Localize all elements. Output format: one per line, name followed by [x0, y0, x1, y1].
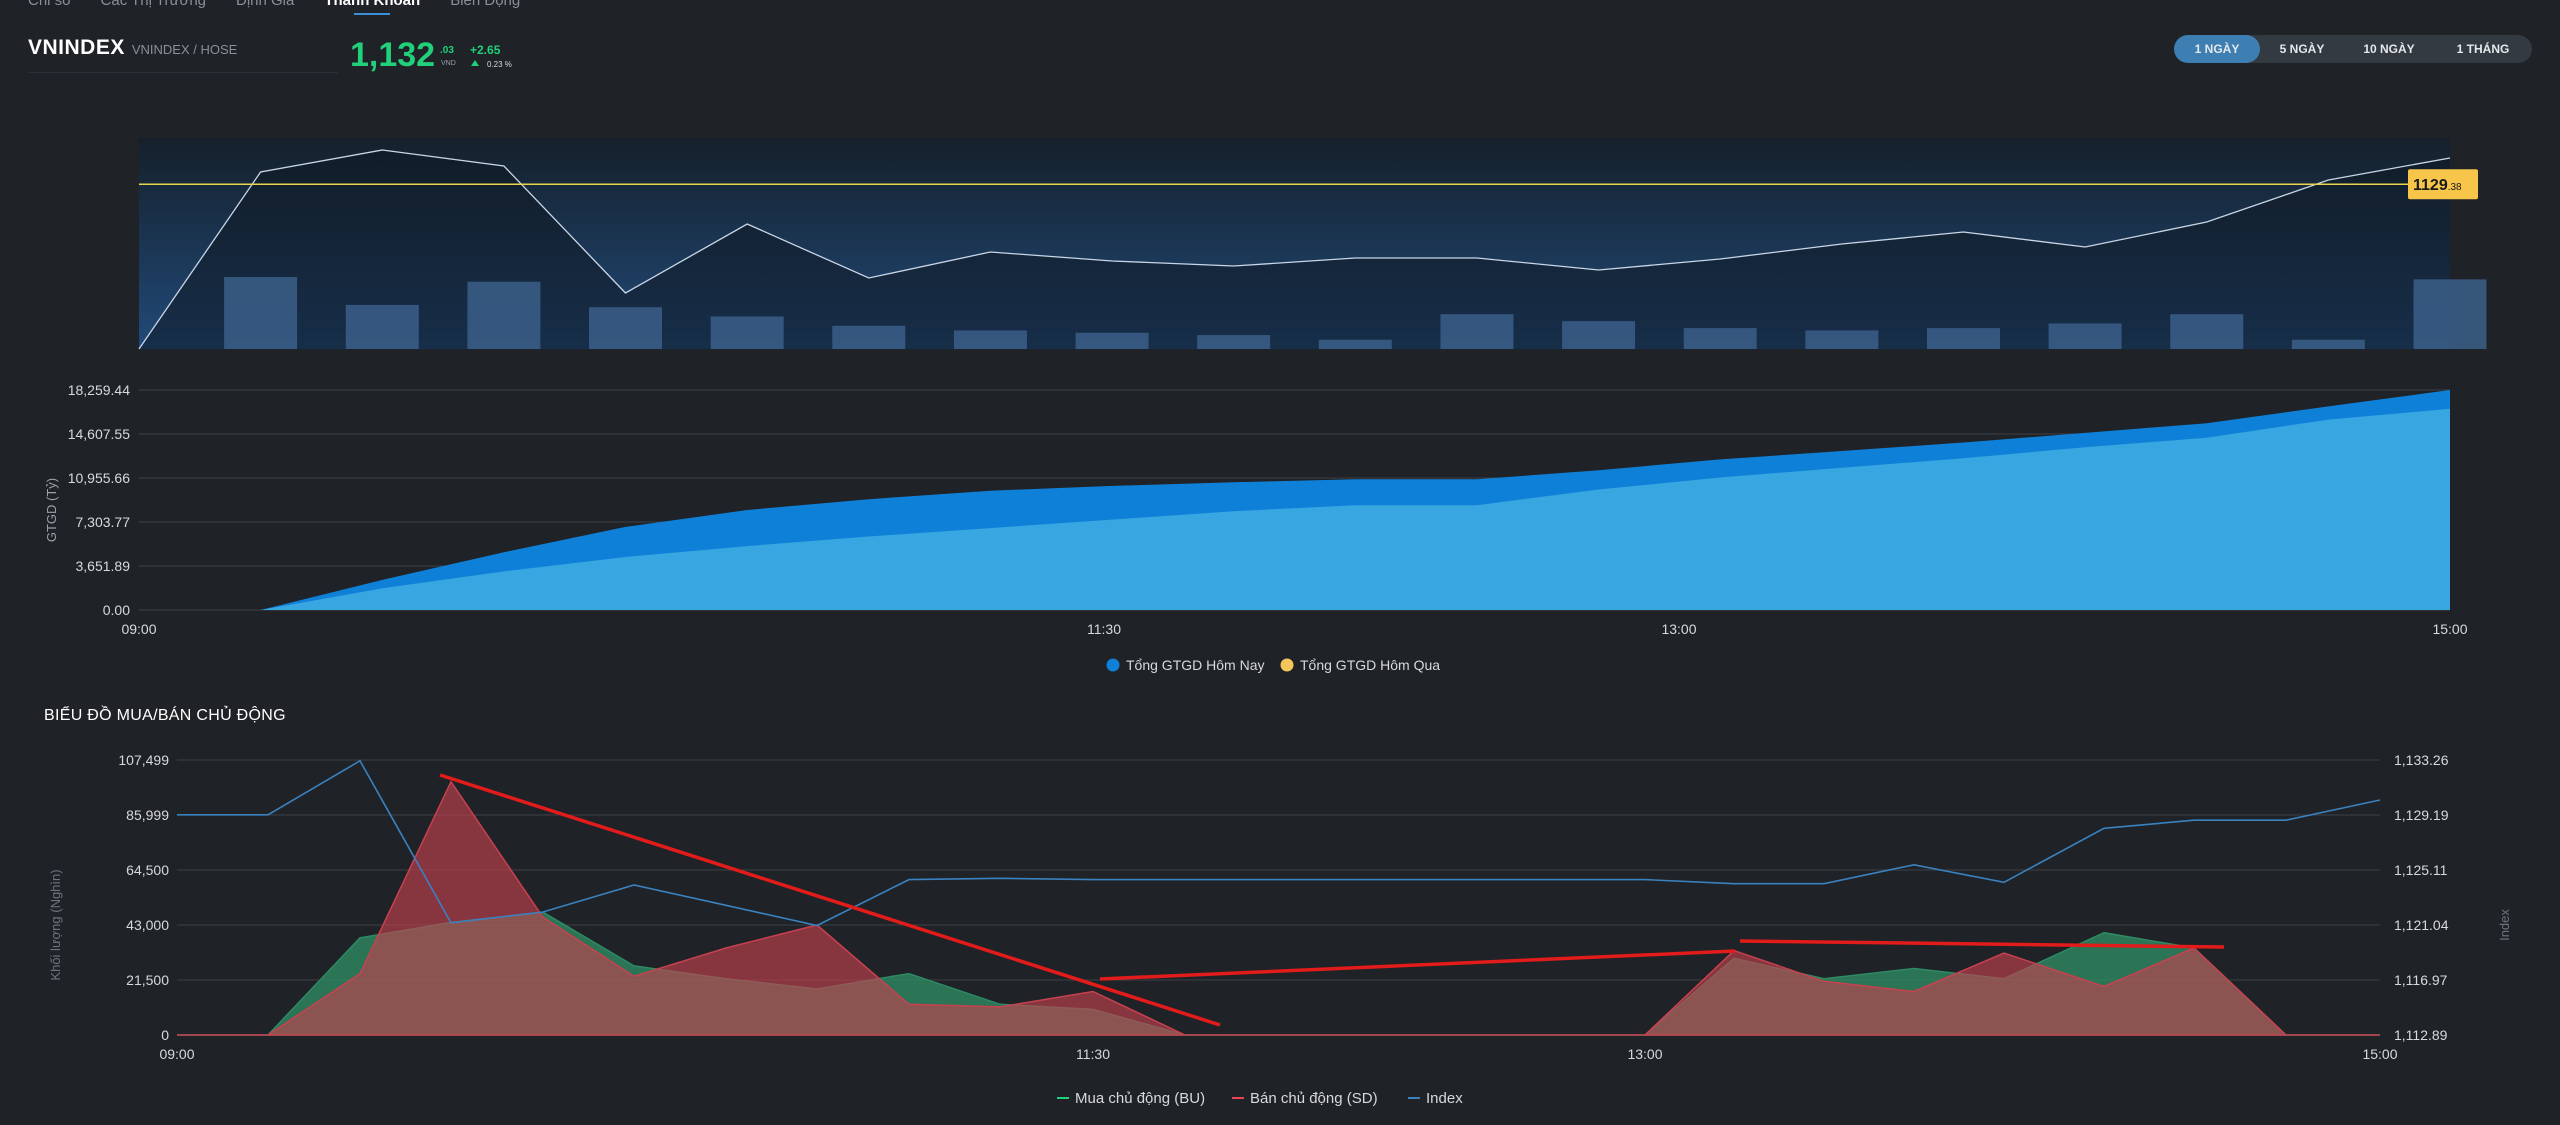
period-button-0[interactable]: 1 NGÀY	[2174, 35, 2260, 63]
busd-y-tick: 85,999	[126, 807, 169, 823]
gtgd-x-tick: 11:30	[1087, 621, 1121, 637]
legend-label-index: Index	[1426, 1090, 1463, 1107]
busd-x-tick: 11:30	[1076, 1046, 1110, 1062]
volume-bar	[2048, 323, 2122, 349]
busd-x-tick: 15:00	[2362, 1046, 2397, 1062]
gtgd-y-tick: 18,259.44	[68, 382, 130, 398]
volume-bar	[832, 325, 906, 349]
volume-bar	[1805, 330, 1879, 349]
period-button-2[interactable]: 10 NGÀY	[2363, 42, 2415, 56]
price-change: +2.65	[470, 43, 501, 57]
gtgd-y-tick: 10,955.66	[68, 470, 130, 486]
tab-0[interactable]: Chỉ số	[28, 0, 71, 9]
gtgd-area-1	[139, 408, 2450, 610]
legend-label-sd: Bán chủ động (SD)	[1250, 1090, 1378, 1107]
busd-y2-tick: 1,125.11	[2394, 862, 2448, 878]
price-decimal: .03	[440, 45, 454, 56]
busd-y2-tick: 1,121.04	[2394, 917, 2449, 933]
busd-x-tick: 09:00	[159, 1046, 194, 1062]
legend-label-bu: Mua chủ động (BU)	[1075, 1090, 1205, 1107]
reference-badge-label: 1129.38	[2413, 177, 2462, 194]
trend-line	[439, 773, 1221, 1027]
busd-y2-tick: 1,112.89	[2394, 1027, 2448, 1043]
volume-bar	[2291, 339, 2365, 349]
price-change-percent: 0.23 %	[487, 60, 512, 69]
legend-dot-yesterday	[1280, 658, 1294, 672]
legend-label-today: Tổng GTGD Hôm Nay	[1126, 657, 1264, 673]
gtgd-area-0	[139, 390, 2450, 610]
gtgd-y-tick: 3,651.89	[76, 558, 131, 574]
busd-y2-axis-label: Index	[2497, 909, 2512, 941]
busd-y-tick: 43,000	[126, 917, 169, 933]
gtgd-y-tick: 7,303.77	[76, 514, 131, 530]
volume-bar	[2413, 279, 2487, 349]
gtgd-x-tick: 13:00	[1661, 621, 1696, 637]
busd-y-tick: 64,500	[126, 862, 169, 878]
busd-y2-tick: 1,133.26	[2394, 752, 2449, 768]
tab-1[interactable]: Các Thị Trường	[100, 0, 206, 9]
period-button-3[interactable]: 1 THÁNG	[2456, 42, 2510, 56]
symbol-code: VNINDEX	[28, 36, 125, 59]
current-price: 1,132	[350, 36, 436, 74]
busd-y-tick: 107,499	[118, 752, 169, 768]
busd-y2-tick: 1,129.19	[2394, 807, 2449, 823]
symbol-exchange: VNINDEX / HOSE	[131, 42, 238, 57]
legend-label-yesterday: Tổng GTGD Hôm Qua	[1300, 657, 1440, 673]
gtgd-y-axis-label: GTGD (Tỷ)	[44, 478, 59, 542]
index-panel-background	[139, 138, 2450, 349]
legend-dot-today	[1106, 658, 1120, 672]
tab-3[interactable]: Thanh Khoản	[324, 0, 420, 15]
volume-bar	[1683, 328, 1757, 349]
index-area	[139, 150, 2450, 349]
busd-y-tick: 21,500	[126, 972, 169, 988]
volume-bar	[953, 330, 1027, 349]
busd-y-tick: 0	[161, 1027, 169, 1043]
volume-bar	[1926, 328, 2000, 349]
volume-bar	[1318, 339, 1392, 349]
header-divider	[28, 72, 338, 73]
reference-badge	[2408, 169, 2478, 200]
busd-area-0	[177, 911, 2380, 1036]
volume-bar	[2170, 314, 2244, 349]
trend-line	[1739, 939, 2225, 949]
busd-area-1	[177, 780, 2380, 1036]
symbol-header: VNINDEX VNINDEX / HOSE	[28, 36, 237, 60]
section-title-buy-sell: BIỂU ĐỒ MUA/BÁN CHỦ ĐỘNG	[44, 707, 286, 724]
gtgd-x-tick: 09:00	[121, 621, 156, 637]
gtgd-x-tick: 15:00	[2432, 621, 2467, 637]
busd-y-axis-label: Khối lượng (Nghìn)	[48, 869, 63, 980]
tab-bar: Chỉ số Các Thị Trường Định Giá Thanh Khoản B…	[28, 0, 521, 15]
volume-bar	[1075, 332, 1149, 349]
volume-bar	[224, 277, 298, 349]
busd-y2-tick: 1,116.97	[2394, 972, 2448, 988]
volume-bar	[1562, 321, 1636, 349]
index-line	[138, 149, 2451, 350]
volume-bar	[1440, 314, 1514, 349]
volume-bar	[467, 281, 541, 349]
gtgd-y-tick: 14,607.55	[68, 426, 130, 442]
period-button-1[interactable]: 5 NGÀY	[2279, 42, 2325, 56]
up-arrow-icon	[471, 60, 479, 66]
price-currency: VND	[441, 60, 456, 67]
volume-bar	[710, 316, 784, 349]
gtgd-y-tick: 0.00	[103, 602, 130, 618]
volume-bar	[589, 307, 663, 349]
trend-line	[1099, 949, 1736, 981]
period-selector: 1 NGÀY 5 NGÀY 10 NGÀY 1 THÁNG	[2174, 35, 2532, 63]
volume-bar	[1197, 335, 1271, 349]
busd-index-line	[177, 759, 2381, 927]
tab-4[interactable]: Biến Động	[450, 0, 521, 9]
volume-bar	[345, 304, 419, 349]
tab-2[interactable]: Định Giá	[236, 0, 295, 9]
busd-x-tick: 13:00	[1627, 1046, 1662, 1062]
